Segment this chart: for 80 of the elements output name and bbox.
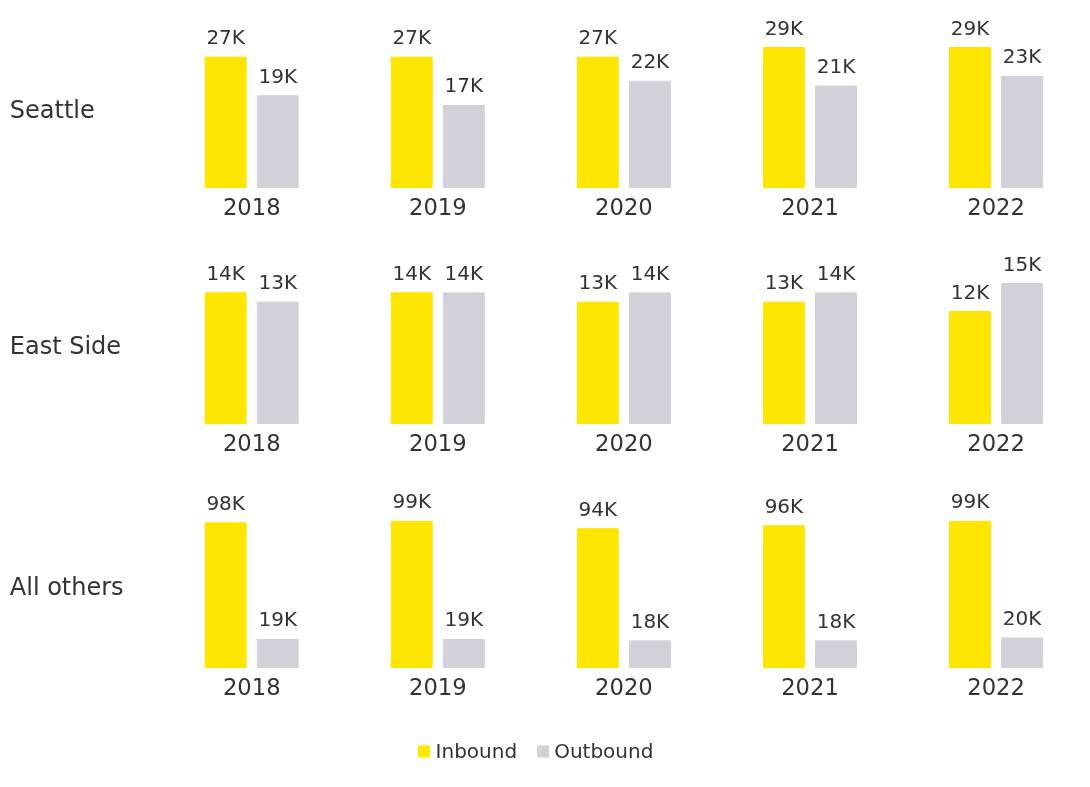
bar bbox=[204, 522, 247, 668]
data-label: 99K bbox=[392, 489, 432, 514]
bar bbox=[762, 301, 805, 424]
x-tick-label: 2019 bbox=[408, 673, 467, 700]
data-label: 15K bbox=[1002, 251, 1043, 276]
x-tick-label: 2018 bbox=[222, 193, 281, 220]
data-label: 18K bbox=[630, 608, 671, 633]
data-label: 20K bbox=[1002, 605, 1043, 630]
bar bbox=[576, 56, 619, 188]
bar bbox=[390, 292, 433, 424]
data-label: 12K bbox=[950, 279, 991, 304]
data-label: 13K bbox=[258, 270, 298, 295]
data-label: 21K bbox=[816, 54, 857, 79]
x-tick-label: 2021 bbox=[781, 193, 839, 220]
x-tick-label: 2018 bbox=[222, 429, 281, 456]
data-label: 13K bbox=[764, 270, 805, 295]
x-tick-label: 2018 bbox=[222, 673, 281, 700]
bar bbox=[815, 85, 857, 188]
bar bbox=[256, 301, 299, 424]
bar bbox=[815, 292, 857, 424]
data-label: 17K bbox=[444, 73, 485, 98]
data-label: 19K bbox=[258, 63, 298, 88]
bar bbox=[256, 95, 299, 188]
data-label: 19K bbox=[444, 607, 485, 632]
data-label: 14K bbox=[444, 260, 485, 285]
x-tick-label: 2019 bbox=[408, 193, 467, 220]
legend-label: Inbound bbox=[435, 739, 518, 763]
bar bbox=[442, 104, 485, 188]
x-tick-label: 2020 bbox=[595, 673, 653, 700]
data-label: 94K bbox=[578, 496, 619, 521]
data-label: 14K bbox=[816, 260, 857, 285]
data-label: 19K bbox=[258, 607, 298, 632]
x-tick-label: 2020 bbox=[595, 193, 653, 220]
x-tick-label: 2022 bbox=[967, 673, 1025, 700]
bar bbox=[204, 56, 247, 188]
bar bbox=[256, 638, 299, 668]
bar bbox=[949, 520, 991, 668]
data-label: 23K bbox=[1002, 44, 1043, 69]
bar bbox=[815, 640, 857, 668]
x-tick-label: 2019 bbox=[408, 429, 467, 456]
data-label: 13K bbox=[578, 270, 619, 295]
data-label: 14K bbox=[392, 260, 432, 285]
data-label: 27K bbox=[206, 25, 246, 50]
bar bbox=[628, 640, 671, 668]
bar bbox=[442, 292, 485, 424]
legend-label: Outbound bbox=[554, 739, 654, 763]
x-tick-label: 2022 bbox=[967, 429, 1025, 456]
text: All others bbox=[9, 573, 124, 601]
x-tick-label: 2021 bbox=[781, 429, 839, 456]
data-label: 14K bbox=[630, 260, 671, 285]
bar bbox=[762, 47, 805, 188]
bar bbox=[576, 301, 619, 424]
data-label: 27K bbox=[392, 25, 432, 50]
bar bbox=[1001, 637, 1044, 668]
bar bbox=[628, 292, 671, 424]
data-label: 98K bbox=[206, 490, 246, 515]
data-label: 22K bbox=[630, 49, 671, 74]
data-label: 14K bbox=[206, 260, 246, 285]
bar bbox=[949, 311, 991, 424]
bar bbox=[442, 638, 485, 668]
data-label: 29K bbox=[764, 15, 805, 40]
data-label: 18K bbox=[816, 608, 857, 633]
text: East Side bbox=[9, 331, 122, 360]
bar bbox=[949, 47, 991, 188]
data-label: 96K bbox=[764, 493, 805, 518]
text: Seattle bbox=[9, 95, 95, 124]
data-label: 29K bbox=[950, 15, 991, 40]
x-tick-label: 2021 bbox=[781, 673, 839, 700]
bar bbox=[1001, 75, 1044, 188]
bar bbox=[390, 56, 433, 188]
bar bbox=[762, 525, 805, 668]
data-label: 27K bbox=[578, 25, 619, 50]
x-tick-label: 2022 bbox=[967, 193, 1025, 220]
bar bbox=[628, 80, 671, 188]
bar bbox=[1001, 283, 1044, 424]
data-label: 99K bbox=[950, 489, 991, 514]
bar bbox=[390, 520, 433, 668]
x-tick-label: 2020 bbox=[595, 429, 653, 456]
bar bbox=[576, 528, 619, 668]
bar bbox=[204, 292, 247, 424]
